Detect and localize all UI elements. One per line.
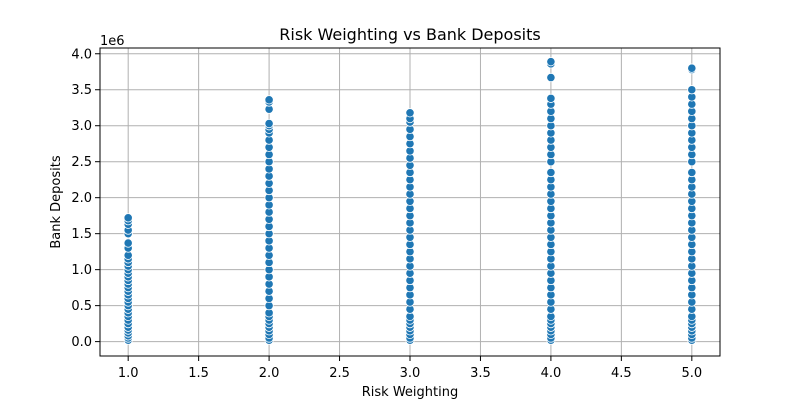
- data-point: [546, 93, 556, 103]
- y-tick-label: 4.0: [71, 47, 92, 62]
- data-point: [405, 108, 415, 118]
- y-tick-label: 1.5: [71, 227, 92, 242]
- y-tick-label: 1.0: [71, 263, 92, 278]
- data-point: [546, 57, 556, 67]
- y-tick-label: 3.5: [71, 83, 92, 98]
- data-point: [546, 167, 556, 178]
- x-tick-label: 1.0: [118, 366, 139, 381]
- x-axis-label: Risk Weighting: [362, 385, 458, 400]
- x-tick-label: 1.5: [188, 366, 209, 381]
- y-axis-ticks: 0.0 0.5 1.0 1.5 2.0 2.5 3.0 3.5 4.0: [71, 47, 100, 350]
- data-points: [123, 57, 697, 345]
- y-axis-label: Bank Deposits: [49, 155, 64, 248]
- data-point: [264, 95, 274, 105]
- x-tick-label: 2.0: [259, 366, 280, 381]
- data-point: [264, 118, 274, 129]
- data-point: [546, 72, 556, 83]
- y-tick-label: 0.0: [71, 335, 92, 350]
- x-tick-label: 4.5: [611, 366, 632, 381]
- x-tick-label: 5.0: [681, 366, 702, 381]
- x-axis-ticks: 1.0 1.5 2.0 2.5 3.0 3.5 4.0 4.5 5.0: [118, 356, 702, 381]
- x-tick-label: 3.0: [400, 366, 421, 381]
- data-point: [687, 167, 697, 178]
- x-tick-label: 3.5: [470, 366, 491, 381]
- y-tick-label: 2.5: [71, 155, 92, 170]
- data-point: [123, 238, 133, 248]
- data-point: [123, 213, 133, 223]
- x-tick-label: 4.0: [541, 366, 562, 381]
- y-offset-label: 1e6: [100, 34, 125, 49]
- y-tick-label: 3.0: [71, 119, 92, 134]
- chart-title: Risk Weighting vs Bank Deposits: [279, 25, 540, 44]
- data-point: [687, 85, 697, 95]
- x-tick-label: 2.5: [329, 366, 350, 381]
- y-tick-label: 2.0: [71, 191, 92, 206]
- y-tick-label: 0.5: [71, 299, 92, 314]
- data-point: [687, 63, 697, 73]
